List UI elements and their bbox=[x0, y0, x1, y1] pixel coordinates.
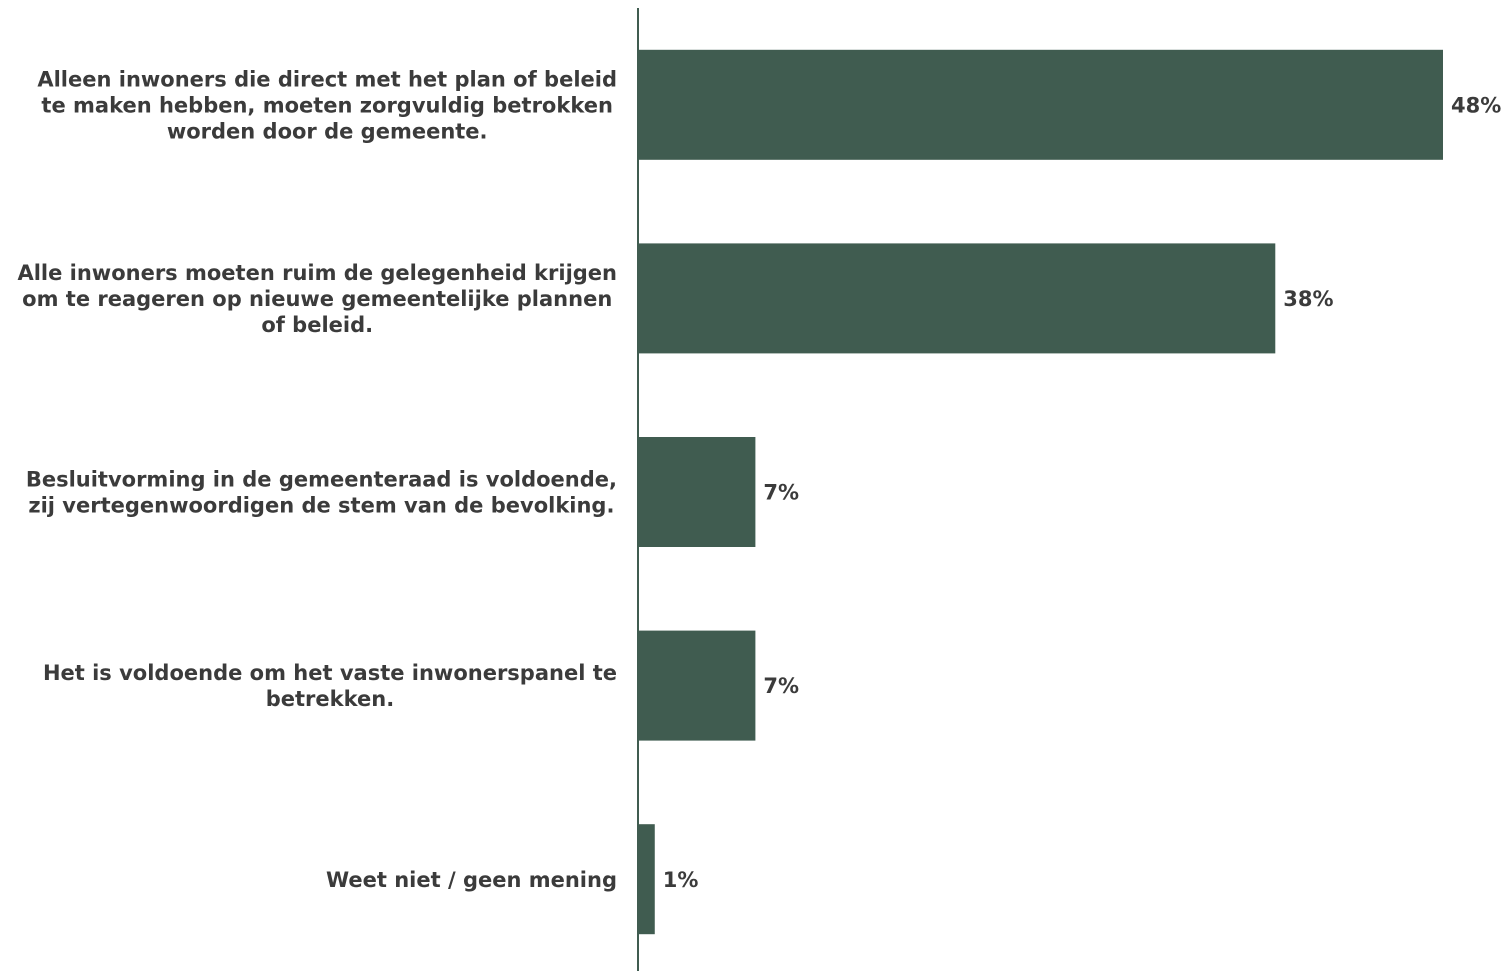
category-labels-group: Alleen inwoners die direct met het plan … bbox=[17, 67, 617, 891]
value-label: 1% bbox=[663, 868, 699, 892]
category-label-line: te maken hebben, moeten zorgvuldig betro… bbox=[41, 93, 613, 117]
value-labels-group: 48% 38% 7% 7% 1% bbox=[663, 93, 1501, 891]
bar bbox=[638, 49, 1443, 160]
category-label-line: worden door de gemeente. bbox=[167, 119, 488, 143]
bar bbox=[638, 243, 1276, 354]
category-label-line: of beleid. bbox=[261, 313, 373, 337]
bar bbox=[638, 824, 655, 935]
bar bbox=[638, 630, 756, 741]
value-label: 7% bbox=[763, 674, 799, 698]
category-label-line: betrekken. bbox=[266, 687, 394, 711]
category-label: Alle inwoners moeten ruim de gelegenheid… bbox=[17, 261, 617, 337]
bar bbox=[638, 437, 756, 547]
value-label: 7% bbox=[763, 481, 799, 505]
category-label-line: Weet niet / geen mening bbox=[326, 868, 617, 892]
category-label-line: Besluitvorming in de gemeenteraad is vol… bbox=[26, 468, 617, 492]
category-label: Weet niet / geen mening bbox=[326, 868, 617, 892]
bars-group bbox=[638, 49, 1443, 935]
category-label: Besluitvorming in de gemeenteraad is vol… bbox=[26, 468, 617, 518]
value-label: 38% bbox=[1283, 287, 1333, 311]
category-label-line: zij vertegenwoordigen de stem van de bev… bbox=[28, 494, 614, 518]
category-label-line: om te reageren op nieuwe gemeentelijke p… bbox=[22, 287, 612, 311]
category-label: Het is voldoende om het vaste inwonerspa… bbox=[43, 661, 617, 711]
category-label-line: Alle inwoners moeten ruim de gelegenheid… bbox=[17, 261, 617, 285]
category-label: Alleen inwoners die direct met het plan … bbox=[37, 67, 617, 143]
category-label-line: Alleen inwoners die direct met het plan … bbox=[37, 67, 617, 91]
value-label: 48% bbox=[1451, 93, 1501, 117]
category-label-line: Het is voldoende om het vaste inwonerspa… bbox=[43, 661, 617, 685]
